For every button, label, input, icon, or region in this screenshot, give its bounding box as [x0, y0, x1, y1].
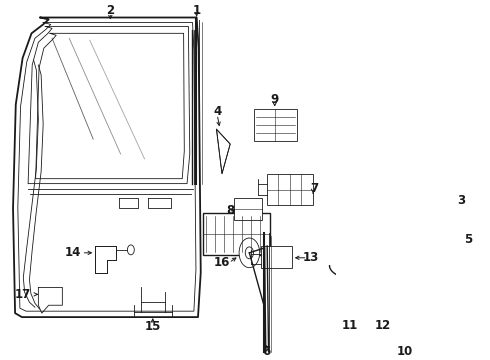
FancyBboxPatch shape [234, 198, 262, 220]
Text: 17: 17 [15, 288, 31, 301]
Polygon shape [217, 129, 230, 174]
Text: 15: 15 [145, 320, 161, 333]
Text: 16: 16 [214, 256, 230, 269]
Text: 11: 11 [342, 319, 358, 332]
Text: 1: 1 [193, 4, 201, 17]
Circle shape [245, 247, 253, 259]
Circle shape [239, 238, 260, 268]
FancyBboxPatch shape [203, 213, 270, 255]
Text: 9: 9 [270, 93, 279, 106]
FancyBboxPatch shape [267, 174, 313, 205]
Text: 8: 8 [226, 204, 234, 217]
Text: 6: 6 [262, 345, 270, 358]
Circle shape [127, 245, 134, 255]
Polygon shape [340, 266, 367, 297]
Text: 2: 2 [106, 4, 114, 17]
Circle shape [440, 298, 445, 306]
Text: 13: 13 [302, 251, 318, 264]
Text: 4: 4 [213, 105, 221, 118]
Text: 10: 10 [397, 345, 413, 358]
Text: 7: 7 [310, 182, 318, 195]
Polygon shape [95, 246, 116, 273]
FancyBboxPatch shape [254, 109, 296, 141]
Circle shape [436, 292, 449, 312]
FancyBboxPatch shape [261, 246, 292, 268]
Text: 5: 5 [464, 234, 472, 247]
Text: 12: 12 [375, 319, 391, 332]
Text: 3: 3 [457, 194, 465, 207]
Polygon shape [374, 263, 412, 299]
Text: 14: 14 [65, 246, 81, 259]
